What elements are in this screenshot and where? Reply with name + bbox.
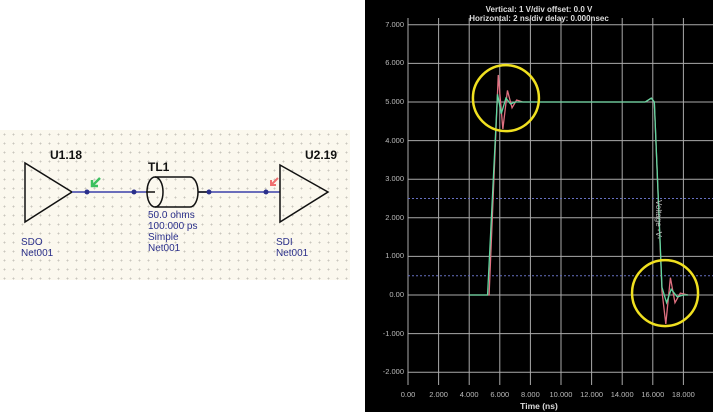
y-tick-label: -2.000 — [382, 367, 404, 377]
junction-dot — [131, 189, 137, 195]
schematic-panel: U1.18 TL1 U2.19 50.0 ohms 100.000 ps Sim… — [0, 130, 350, 280]
y-tick-label: 1.000 — [385, 251, 404, 261]
receiver-ref: U2.19 — [305, 148, 338, 162]
x-axis-label: Time (ns) — [520, 401, 558, 411]
y-tick-label: -1.000 — [382, 328, 404, 338]
receiver-net: Net001 — [276, 248, 309, 259]
x-tick-label: 16.000 — [641, 390, 665, 399]
junction-dot — [84, 189, 90, 195]
y-tick-label: 2.000 — [385, 212, 404, 222]
tline-ref: TL1 — [148, 160, 170, 174]
junction-dot — [206, 189, 212, 195]
tline-net: Net001 — [148, 243, 181, 254]
x-tick-label: 4.000 — [459, 390, 479, 399]
driver-pin: SDO — [21, 237, 43, 248]
tline-impedance: 50.0 ohms — [148, 210, 195, 221]
y-tick-label: 6.000 — [385, 58, 404, 68]
y-tick-label: 5.000 — [385, 97, 404, 106]
x-tick-label: 14.000 — [610, 390, 634, 399]
driver-net: Net001 — [21, 248, 54, 259]
driver-buffer-symbol[interactable] — [24, 161, 74, 224]
schematic-drawing — [24, 161, 330, 224]
x-tick-label: 12.000 — [580, 390, 604, 399]
y-tick-label: 0.00 — [389, 290, 404, 299]
driver-probe-arrow-icon[interactable] — [90, 177, 101, 188]
receiver-pin: SDI — [276, 237, 293, 248]
x-tick-label: 18.000 — [671, 390, 695, 399]
transmission-line-symbol[interactable] — [146, 176, 208, 208]
y-tick-label: 7.000 — [385, 19, 404, 29]
x-tick-label: 2.000 — [429, 390, 448, 399]
receiver-buffer-symbol[interactable] — [279, 163, 330, 224]
x-tick-label: 0.00 — [400, 390, 416, 399]
y-axis-label: Voltage -V- — [654, 200, 663, 240]
receiver-probe-arrow-icon[interactable] — [270, 177, 279, 186]
y-tick-label: 3.000 — [385, 174, 404, 184]
horizontal-settings: Horizontal: 2 ns/div delay: 0.000nsec — [469, 14, 609, 23]
highlight-circle — [630, 258, 700, 328]
vertical-settings: Vertical: 1 V/div offset: 0.0 V — [485, 5, 593, 14]
tline-model: Simple — [148, 232, 179, 243]
x-tick-label: 6.000 — [490, 390, 510, 399]
waveform-plot — [407, 18, 713, 385]
junction-dot — [263, 189, 269, 195]
oscilloscope-panel: Vertical: 1 V/div offset: 0.0 V Horizont… — [365, 0, 713, 412]
x-tick-label: 10.000 — [549, 390, 573, 399]
waveform-series-green — [469, 94, 688, 305]
highlight-circle — [471, 63, 541, 133]
x-tick-label: 8.000 — [521, 390, 540, 399]
driver-ref: U1.18 — [50, 148, 83, 162]
y-tick-label: 4.000 — [385, 135, 404, 145]
tline-delay: 100.000 ps — [148, 221, 198, 232]
